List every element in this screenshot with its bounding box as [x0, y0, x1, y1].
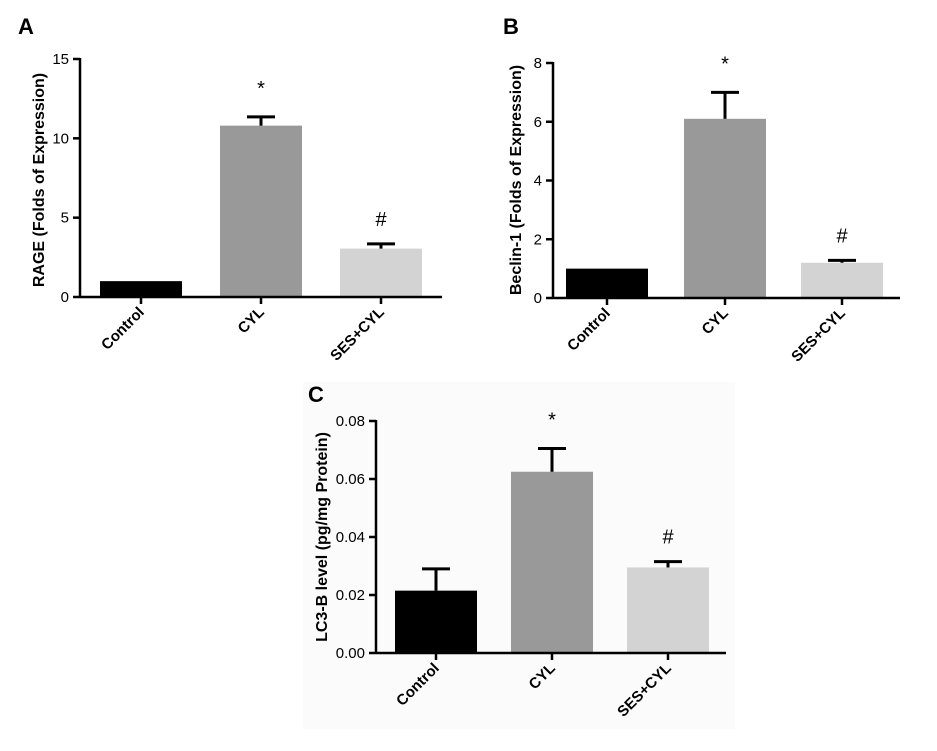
significance-asterisk: *	[721, 53, 729, 75]
y-tick-label: 4	[534, 173, 542, 190]
category-label-ses-cyl: SES+CYL	[327, 304, 388, 365]
bar-cyl	[684, 118, 766, 298]
y-tick-label: 0.02	[336, 587, 365, 604]
y-tick-label: 10	[52, 130, 69, 147]
y-tick-label: 5	[61, 210, 69, 227]
panel-c-ylabel: LC3-B level (pg/mg Protein)	[314, 432, 331, 642]
bar-cyl	[511, 471, 593, 653]
bar-control	[100, 281, 182, 297]
y-tick-label: 0.00	[336, 645, 365, 662]
significance-asterisk: *	[257, 78, 265, 100]
bar-control	[566, 268, 648, 298]
significance-hash: #	[662, 527, 674, 549]
panel-letter-c: C	[308, 382, 324, 407]
category-label-cyl: CYL	[699, 305, 732, 338]
y-tick-label: 0.06	[336, 471, 365, 488]
significance-hash: #	[836, 225, 848, 247]
y-tick-label: 6	[534, 114, 542, 131]
panel-b-ylabel: Beclin-1 (Folds of Expression)	[508, 65, 525, 295]
panel-a: A RAGE (Folds of Expression) 0 5 10 15 Cont…	[18, 14, 442, 364]
bar-cyl	[220, 125, 302, 297]
category-label-control: Control	[564, 305, 614, 355]
significance-hash: #	[375, 209, 387, 231]
bar-ses-cyl	[627, 567, 709, 653]
y-tick-label: 2	[534, 231, 542, 248]
bar-ses-cyl	[340, 248, 422, 297]
y-tick-label: 15	[52, 51, 69, 68]
category-label-cyl: CYL	[235, 304, 268, 337]
y-tick-label: 0.08	[336, 413, 365, 430]
panel-letter-b: B	[503, 14, 519, 39]
panel-letter-a: A	[18, 14, 34, 39]
category-label-control: Control	[98, 304, 148, 354]
bar-ses-cyl	[801, 262, 883, 298]
panel-a-ylabel: RAGE (Folds of Expression)	[31, 73, 48, 287]
panel-b: B Beclin-1 (Folds of Expression) 0 2 4 6 8 C…	[503, 14, 900, 365]
significance-asterisk: *	[548, 410, 556, 432]
y-tick-label: 8	[534, 55, 542, 72]
bar-control	[395, 590, 477, 653]
y-tick-label: 0	[61, 289, 69, 306]
y-tick-label: 0.04	[336, 529, 365, 546]
category-label-ses-cyl: SES+CYL	[788, 305, 849, 366]
y-tick-label: 0	[534, 290, 542, 307]
